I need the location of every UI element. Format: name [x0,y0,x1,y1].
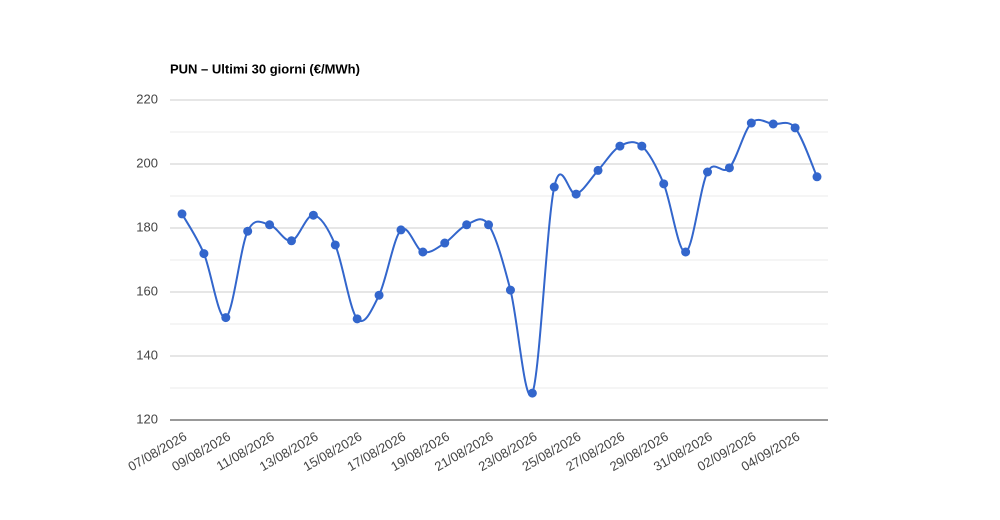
point [221,313,231,323]
y-tick-label: 200 [136,155,158,170]
point [177,209,187,219]
point [659,179,669,189]
point [681,247,691,257]
point [199,249,209,259]
chart-title: PUN – Ultimi 30 giorni (€/MWh) [170,61,360,76]
point [308,210,318,220]
point [724,163,734,173]
point [571,189,581,199]
y-tick-label: 160 [136,283,158,298]
y-tick-label: 220 [136,91,158,106]
point [768,119,778,129]
point [812,172,822,182]
point [440,238,450,248]
y-tick-label: 120 [136,411,158,426]
point [484,220,494,230]
point [396,225,406,235]
point [703,167,713,177]
point [637,141,647,151]
point [352,314,362,324]
point [462,220,472,230]
point [374,290,384,300]
point [615,141,625,151]
point [265,220,275,230]
y-tick-label: 140 [136,347,158,362]
point [746,118,756,128]
point [505,285,515,295]
y-tick-label: 180 [136,219,158,234]
point [790,123,800,133]
point [549,182,559,192]
point [243,226,253,236]
point [593,165,603,175]
point [418,247,428,257]
point [330,240,340,250]
line [181,118,818,397]
point [286,236,296,246]
point [527,388,537,398]
